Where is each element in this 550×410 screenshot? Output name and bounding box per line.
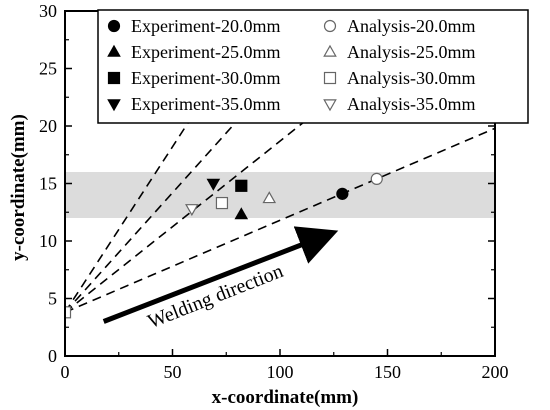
y-tick-label: 5 bbox=[48, 289, 57, 309]
legend-entry-label: Experiment-20.0mm bbox=[131, 16, 280, 36]
reference-line-1 bbox=[65, 127, 495, 314]
shaded-band bbox=[65, 172, 495, 218]
data-point-experiment-35-0mm bbox=[206, 178, 221, 191]
legend-box bbox=[97, 9, 529, 124]
data-point-experiment-20-0mm bbox=[336, 187, 349, 200]
x-tick-label: 100 bbox=[267, 362, 294, 382]
legend-entry-label: Analysis-20.0mm bbox=[347, 16, 476, 36]
y-tick-label: 20 bbox=[39, 116, 57, 136]
origin-marker bbox=[65, 306, 72, 319]
data-point-experiment-25-0mm bbox=[234, 207, 249, 220]
y-axis-label: y-coordinate(mm) bbox=[8, 114, 29, 261]
legend-marker bbox=[323, 99, 337, 112]
legend-entry-label: Experiment-30.0mm bbox=[131, 68, 280, 88]
data-point-analysis-30-0mm bbox=[215, 196, 229, 210]
legend-marker bbox=[107, 19, 121, 33]
y-tick-label: 0 bbox=[48, 346, 57, 366]
x-tick-label: 150 bbox=[374, 362, 401, 382]
annotation-layer: Welding direction bbox=[102, 226, 339, 333]
reference-line-2 bbox=[65, 11, 444, 313]
x-tick-label: 0 bbox=[61, 362, 70, 382]
legend-marker bbox=[323, 19, 337, 33]
legend-entry-label: Analysis-30.0mm bbox=[347, 68, 476, 88]
legend-marker bbox=[107, 99, 121, 112]
legend-entry-label: Experiment-35.0mm bbox=[131, 94, 280, 114]
x-tick-label: 50 bbox=[164, 362, 182, 382]
legend-marker bbox=[107, 44, 121, 57]
x-tick-label: 200 bbox=[482, 362, 509, 382]
legend-marker bbox=[323, 71, 337, 85]
legend-entry-label: Analysis-25.0mm bbox=[347, 42, 476, 62]
legend-entry-label: Analysis-35.0mm bbox=[347, 94, 476, 114]
y-tick-label: 30 bbox=[39, 1, 57, 21]
welding-direction-arrow bbox=[102, 226, 339, 324]
legend-entry-label: Experiment-25.0mm bbox=[131, 42, 280, 62]
data-point-analysis-35-0mm bbox=[185, 204, 199, 217]
data-point-experiment-30-0mm bbox=[235, 179, 248, 192]
data-point-analysis-25-0mm bbox=[262, 191, 277, 204]
y-tick-label: 10 bbox=[39, 231, 57, 251]
y-tick-label: 15 bbox=[39, 174, 57, 194]
data-point-analysis-20-0mm bbox=[370, 172, 383, 185]
y-tick-label: 25 bbox=[39, 59, 57, 79]
legend-marker bbox=[323, 44, 337, 57]
x-axis-label: x-coordinate(mm) bbox=[212, 387, 359, 408]
legend-marker bbox=[107, 71, 121, 85]
legend: Experiment-20.0mm Experiment-25.0mm Experi… bbox=[97, 9, 529, 124]
